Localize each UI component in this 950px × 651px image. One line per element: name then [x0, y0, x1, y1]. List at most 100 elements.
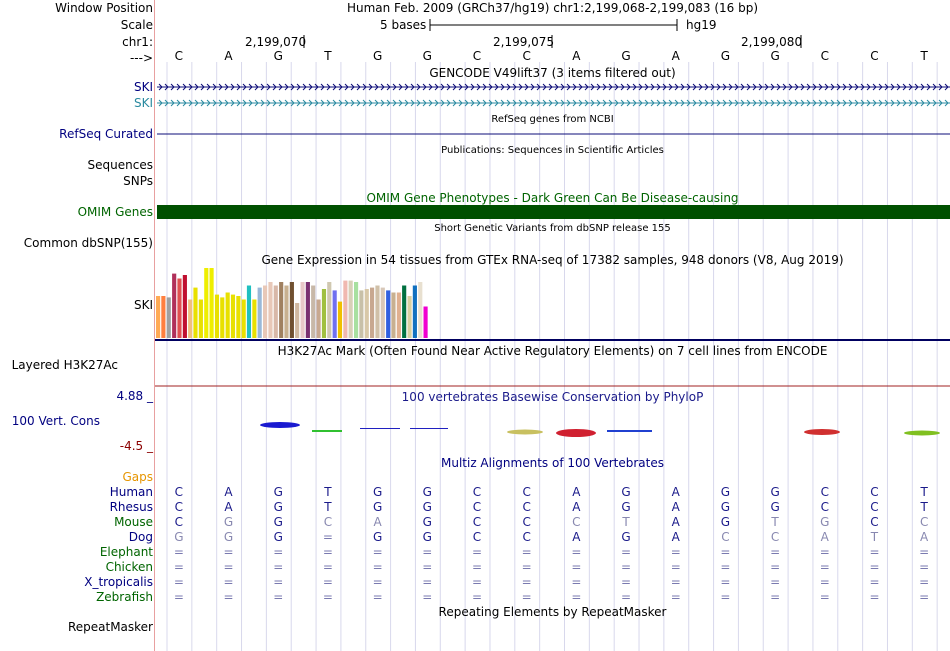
strand-arrow — [278, 83, 283, 91]
strand-arrow — [848, 83, 853, 91]
gencode-gene-label-1[interactable]: SKI — [133, 80, 153, 94]
phylop-track-title[interactable]: 100 vertebrates Basewise Conservation by… — [401, 390, 704, 404]
omim-label[interactable]: OMIM Genes — [77, 205, 153, 219]
strand-arrow — [242, 99, 247, 107]
gtex-tissue-bar — [284, 285, 289, 338]
strand-arrow — [860, 99, 865, 107]
strand-arrow — [620, 99, 625, 107]
gtex-track-title[interactable]: Gene Expression in 54 tissues from GTEx … — [261, 253, 844, 267]
gtex-tissue-bar — [354, 282, 359, 338]
alignment-base: G — [372, 485, 383, 499]
alignment-base: = — [869, 575, 880, 589]
multiz-track-title[interactable]: Multiz Alignments of 100 Vertebrates — [440, 456, 665, 470]
species-label-xtropicalis[interactable]: X_tropicalis — [84, 575, 153, 589]
strand-arrow — [260, 99, 265, 107]
gtex-tissue-bar — [257, 287, 262, 338]
sequence-base: C — [174, 49, 184, 63]
strand-arrow — [710, 99, 715, 107]
strand-arrow — [908, 99, 913, 107]
gtex-label[interactable]: SKI — [133, 298, 153, 312]
strand-arrow — [338, 99, 343, 107]
gtex-tissue-bar — [263, 285, 268, 338]
strand-arrow — [344, 99, 349, 107]
alignment-base: G — [273, 500, 283, 514]
strand-arrow — [452, 83, 457, 91]
strand-arrow — [878, 99, 883, 107]
phylop-glyph-a — [556, 429, 596, 437]
gtex-tissue-bar — [418, 282, 423, 338]
dbsnp-label[interactable]: Common dbSNP(155) — [23, 236, 153, 250]
species-label-mouse[interactable]: Mouse — [114, 515, 153, 529]
alignment-base: C — [770, 530, 780, 544]
omim-track-title[interactable]: OMIM Gene Phenotypes - Dark Green Can Be… — [366, 191, 739, 205]
strand-arrow — [746, 99, 751, 107]
gencode-gene-label-2[interactable]: SKI — [133, 96, 153, 110]
strand-arrow — [422, 99, 427, 107]
alignment-base: = — [819, 545, 830, 559]
repeatmasker-track-title[interactable]: Repeating Elements by RepeatMasker — [438, 605, 667, 619]
strand-arrow — [836, 83, 841, 91]
alignment-base: A — [671, 515, 680, 529]
strand-arrow — [470, 99, 475, 107]
species-label-zebrafish[interactable]: Zebrafish — [96, 590, 153, 604]
strand-arrow — [236, 83, 241, 91]
species-label-rhesus[interactable]: Rhesus — [109, 500, 153, 514]
h3k27ac-track-title[interactable]: H3K27Ac Mark (Often Found Near Active Re… — [277, 344, 828, 358]
gencode-track-title[interactable]: GENCODE V49lift37 (3 items filtered out) — [429, 66, 676, 80]
gtex-tissue-bar — [295, 303, 300, 338]
gaps-label[interactable]: Gaps — [122, 470, 153, 484]
alignment-base: = — [720, 560, 731, 574]
repeatmasker-label[interactable]: RepeatMasker — [67, 620, 153, 634]
strand-arrow — [368, 83, 373, 91]
strand-arrow — [230, 99, 235, 107]
refseq-track-title[interactable]: RefSeq genes from NCBI — [491, 114, 614, 125]
strand-arrow — [512, 99, 517, 107]
alignment-base: T — [771, 515, 779, 529]
gtex-tissue-bar — [343, 280, 348, 338]
strand-arrow — [176, 99, 181, 107]
gtex-tissue-bar — [316, 299, 321, 338]
species-label-dog[interactable]: Dog — [128, 530, 153, 544]
alignment-base: C — [472, 500, 482, 514]
strand-arrow — [692, 83, 697, 91]
gtex-tissue-bar — [246, 285, 252, 338]
strand-arrow — [632, 83, 637, 91]
strand-arrow — [254, 83, 259, 91]
strand-label[interactable]: ---> — [129, 51, 153, 65]
strand-arrow — [824, 99, 829, 107]
strand-arrow — [494, 99, 499, 107]
publications-track-title[interactable]: Publications: Sequences in Scientific Ar… — [441, 145, 664, 156]
alignment-base: = — [819, 575, 830, 589]
gtex-tissue-bar — [220, 297, 225, 338]
strand-arrow — [902, 99, 907, 107]
h3k27ac-label[interactable]: Layered H3K27Ac — [11, 358, 118, 372]
dbsnp-track-title[interactable]: Short Genetic Variants from dbSNP releas… — [434, 223, 671, 234]
assembly-position-text: Human Feb. 2009 (GRCh37/hg19) chr1:2,199… — [346, 1, 759, 15]
alignment-base: G — [422, 530, 432, 544]
alignment-base: C — [522, 485, 531, 499]
publications-label-snps[interactable]: SNPs — [123, 174, 153, 188]
strand-arrow — [818, 99, 823, 107]
window-position-label[interactable]: Window Position — [55, 1, 153, 15]
species-label-chicken[interactable]: Chicken — [105, 560, 153, 574]
phylop-label[interactable]: 100 Vert. Cons — [11, 414, 100, 428]
strand-arrow — [788, 83, 793, 91]
species-label-elephant[interactable]: Elephant — [99, 545, 153, 559]
strand-arrow — [848, 99, 853, 107]
alignment-base: = — [720, 590, 731, 604]
alignment-base: = — [621, 545, 632, 559]
strand-arrow — [200, 99, 205, 107]
gtex-tissue-bar — [225, 292, 230, 338]
strand-arrow — [212, 83, 217, 91]
chrom-label[interactable]: chr1: — [122, 35, 153, 49]
refseq-label[interactable]: RefSeq Curated — [59, 127, 153, 141]
strand-arrow — [446, 99, 451, 107]
publications-label-sequences[interactable]: Sequences — [87, 158, 153, 172]
scale-label[interactable]: Scale — [120, 18, 153, 32]
species-label-human[interactable]: Human — [109, 485, 153, 499]
alignment-base: T — [622, 515, 630, 529]
alignment-base: = — [869, 560, 880, 574]
strand-arrow — [542, 99, 547, 107]
gtex-tissue-bar — [289, 282, 294, 338]
strand-arrow — [374, 83, 379, 91]
